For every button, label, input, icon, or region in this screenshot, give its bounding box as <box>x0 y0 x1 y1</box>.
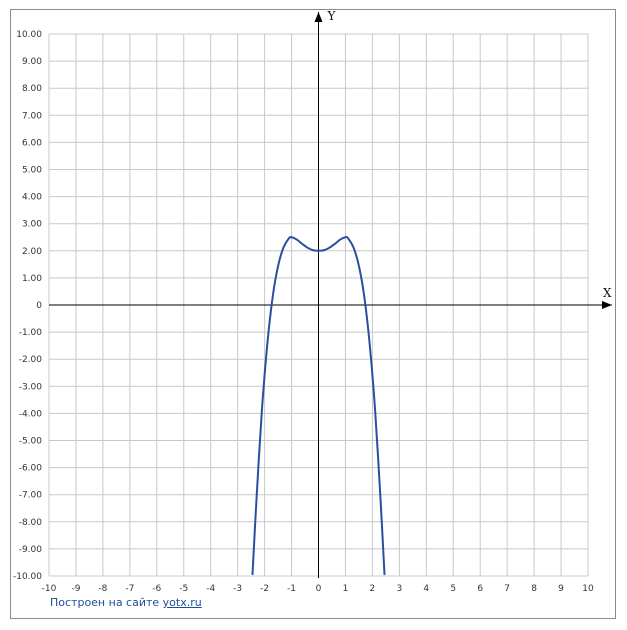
x-tick-label: -3 <box>233 584 242 594</box>
x-tick-label: 6 <box>477 584 483 594</box>
y-tick-label: 0 <box>36 301 42 311</box>
y-tick-label: -2.00 <box>19 355 43 365</box>
y-axis-label: Y <box>327 9 337 23</box>
y-tick-label: -1.00 <box>19 328 43 338</box>
x-tick-label: 8 <box>531 584 537 594</box>
y-axis-arrow <box>314 12 323 22</box>
y-tick-label: 10.00 <box>16 30 42 40</box>
x-tick-label: -9 <box>71 584 80 594</box>
credit-prefix: Построен на сайте <box>50 596 160 609</box>
y-tick-label: 4.00 <box>22 193 42 203</box>
y-tick-label: -9.00 <box>19 545 43 555</box>
y-tick-label: -8.00 <box>19 518 43 528</box>
y-tick-label: 7.00 <box>22 111 42 121</box>
y-tick-label: 3.00 <box>22 220 42 230</box>
x-tick-label: -6 <box>152 584 161 594</box>
y-tick-label: -3.00 <box>19 382 43 392</box>
y-tick-label: 2.00 <box>22 247 42 257</box>
x-tick-label: -7 <box>125 584 134 594</box>
y-tick-label: 5.00 <box>22 166 42 176</box>
chart-frame <box>10 9 616 619</box>
x-tick-label: 2 <box>370 584 376 594</box>
y-tick-label: -4.00 <box>19 409 43 419</box>
x-tick-label: -8 <box>98 584 107 594</box>
y-tick-label: -10.00 <box>13 572 42 582</box>
x-tick-label: 9 <box>558 584 564 594</box>
x-tick-label: 10 <box>582 584 594 594</box>
y-tick-label: 9.00 <box>22 57 42 67</box>
y-tick-label: -6.00 <box>19 464 43 474</box>
series-line-0 <box>251 236 386 575</box>
x-tick-label: -4 <box>206 584 215 594</box>
x-tick-label: 3 <box>396 584 402 594</box>
x-axis-label: X <box>603 286 612 300</box>
x-tick-label: -1 <box>287 584 296 594</box>
x-tick-label: 0 <box>316 584 322 594</box>
x-tick-label: -2 <box>260 584 269 594</box>
x-tick-label: -10 <box>42 584 57 594</box>
y-tick-label: 6.00 <box>22 138 42 148</box>
x-tick-label: 4 <box>423 584 429 594</box>
x-tick-label: 5 <box>450 584 456 594</box>
y-tick-label: 8.00 <box>22 84 42 94</box>
x-tick-label: -5 <box>179 584 188 594</box>
credit-link[interactable]: yotx.ru <box>162 596 202 609</box>
x-tick-label: 7 <box>504 584 510 594</box>
y-tick-label: -5.00 <box>19 437 43 447</box>
y-tick-label: 1.00 <box>22 274 42 284</box>
credit-line: Построен на сайте yotx.ru <box>50 596 202 609</box>
x-axis-arrow <box>602 301 612 309</box>
y-tick-label: -7.00 <box>19 491 43 501</box>
x-tick-label: 1 <box>343 584 349 594</box>
